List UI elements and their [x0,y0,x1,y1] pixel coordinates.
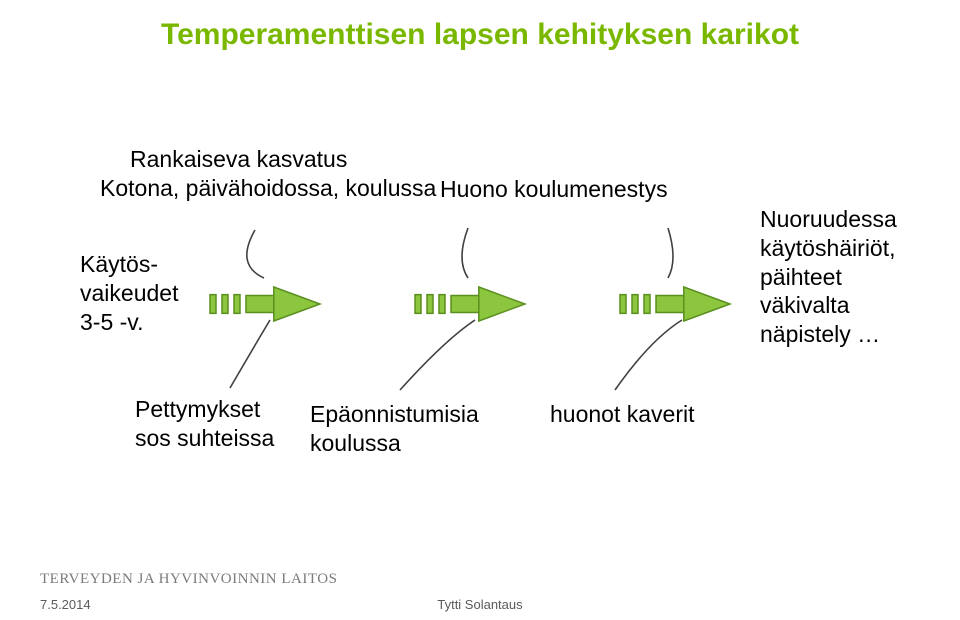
footer-logo: TERVEYDEN JA HYVINVOINNIN LAITOS [40,571,337,588]
slide: Temperamenttisen lapsen kehityksen karik… [0,0,960,620]
footer-author: Tytti Solantaus [437,597,522,612]
diagram-canvas [0,0,960,620]
footer-date: 7.5.2014 [40,597,91,612]
